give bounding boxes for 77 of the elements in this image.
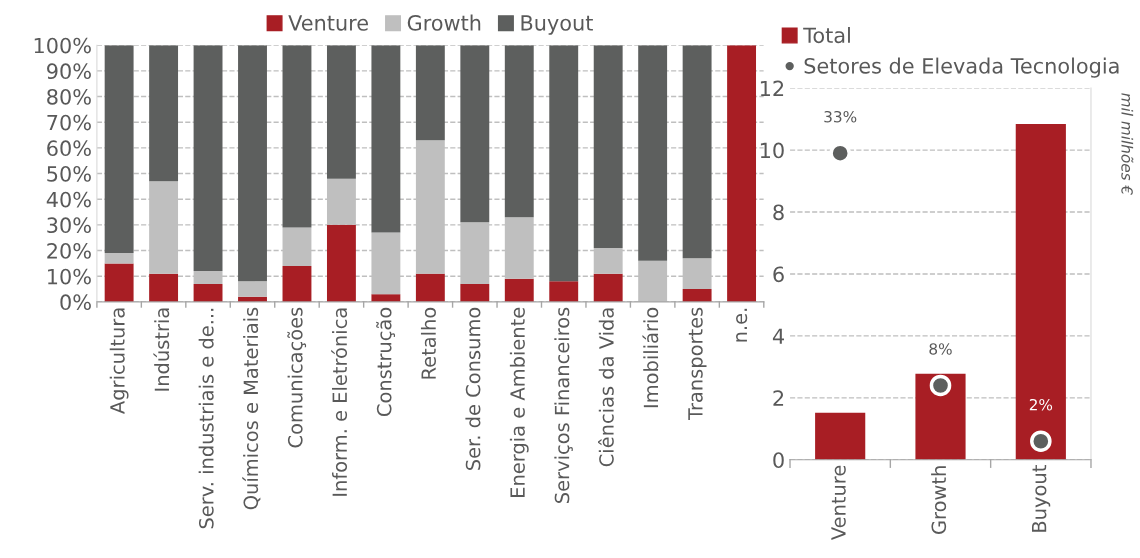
bar xyxy=(149,273,179,302)
x-tick-label: Ser. de Consumo xyxy=(465,307,481,470)
legend-label: Total xyxy=(803,27,850,44)
bar xyxy=(371,294,401,302)
data-label: 8% xyxy=(929,343,952,355)
y-tick-label: 20% xyxy=(47,242,91,259)
legend-label: Setores de Elevada Tecnologia xyxy=(804,57,1119,78)
y-tick-label: 6 xyxy=(773,266,784,283)
x-tick-label: Indústria xyxy=(153,308,170,391)
bar xyxy=(727,45,757,302)
bar xyxy=(371,45,401,233)
x-tick-label: Serviços Financeiros xyxy=(554,307,573,503)
x-tick-label: Comunicações xyxy=(287,307,307,448)
bar xyxy=(549,281,579,302)
bar xyxy=(282,45,312,228)
x-tick-label: Agricultura xyxy=(109,308,129,414)
legend-label: Venture xyxy=(288,15,368,31)
x-tick-label: Retalho xyxy=(420,307,436,379)
x-tick-label: Imobiliário xyxy=(642,307,659,408)
y-tick-label: 8 xyxy=(773,204,784,221)
bar xyxy=(460,283,490,302)
bar xyxy=(415,273,445,302)
y-tick-label: 40% xyxy=(46,191,91,208)
bar xyxy=(504,45,534,218)
bar xyxy=(415,45,445,141)
data-label: 33% xyxy=(824,110,857,123)
bar xyxy=(238,281,267,297)
bar xyxy=(682,45,712,259)
bar xyxy=(193,283,223,302)
bar xyxy=(815,412,866,460)
y-tick-label: 2 xyxy=(773,390,784,406)
data-label: 2% xyxy=(1029,398,1053,411)
bar xyxy=(104,263,134,302)
x-tick-label: Ciências da Vida xyxy=(598,308,614,467)
y-tick-label: 100% xyxy=(34,37,91,54)
x-tick-label: Energia e Ambiente xyxy=(509,307,529,497)
y-tick-label: 12 xyxy=(760,80,784,97)
bar xyxy=(638,45,668,261)
x-tick-label: Construção xyxy=(376,307,396,417)
y-tick-label: 4 xyxy=(772,328,784,344)
y-tick-label: 60% xyxy=(47,140,91,157)
bar xyxy=(593,45,623,248)
bar xyxy=(593,273,623,302)
y-tick-label: 30% xyxy=(47,217,91,234)
bar xyxy=(682,289,712,302)
x-tick-label: Serv. industriais e de... xyxy=(198,308,214,529)
bar xyxy=(1015,124,1066,460)
bar xyxy=(549,45,579,282)
bar xyxy=(282,265,312,302)
y-tick-label: 80% xyxy=(47,88,91,105)
legend-label: Growth xyxy=(407,14,481,31)
bar xyxy=(104,45,134,254)
bar xyxy=(193,45,223,272)
x-tick-label: n.e. xyxy=(736,308,748,342)
x-tick-label: Transportes xyxy=(688,307,707,421)
x-tick-label: Growth xyxy=(931,466,947,534)
y-axis-title: mil milhões € xyxy=(1121,93,1134,195)
x-tick-label: Inform. e Eletrónica xyxy=(331,308,348,496)
y-tick-label: 70% xyxy=(47,114,91,131)
bar xyxy=(149,45,179,182)
bar xyxy=(915,373,966,460)
y-tick-label: 0 xyxy=(773,452,784,468)
x-tick-label: Químicos e Materiais xyxy=(242,307,261,510)
y-tick-label: 50% xyxy=(47,165,91,182)
x-tick-label: Buyout xyxy=(1032,465,1051,532)
bar xyxy=(326,45,356,179)
y-tick-label: 0% xyxy=(60,294,91,311)
y-tick-label: 10% xyxy=(48,268,91,285)
bar xyxy=(104,253,134,264)
bar xyxy=(504,278,534,302)
legend-label: Buyout xyxy=(521,15,593,35)
y-tick-label: 90% xyxy=(47,63,91,80)
bar xyxy=(326,224,356,302)
bar xyxy=(238,45,267,282)
bar xyxy=(460,45,490,223)
y-tick-label: 10 xyxy=(760,142,784,159)
x-tick-label: Venture xyxy=(831,465,846,541)
